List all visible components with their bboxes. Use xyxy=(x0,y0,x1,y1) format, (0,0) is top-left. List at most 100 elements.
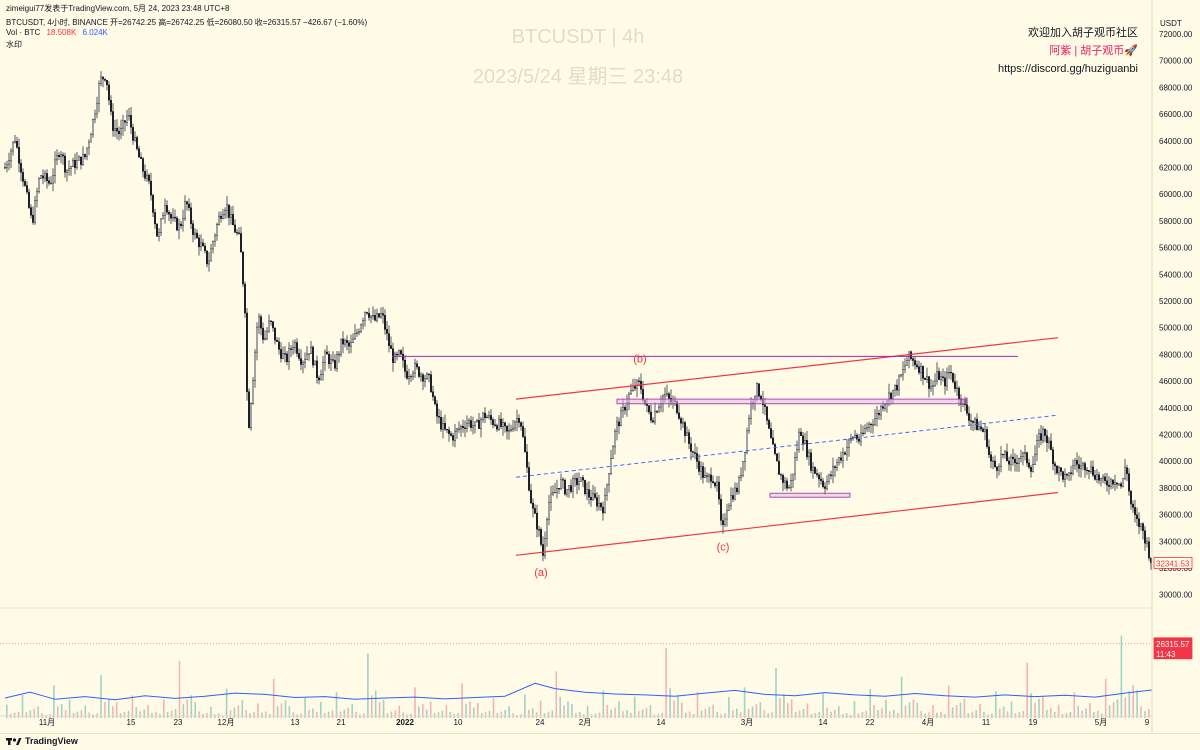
candle-body xyxy=(814,466,817,474)
volume-bar xyxy=(288,706,291,718)
candle xyxy=(690,437,693,461)
candle xyxy=(147,173,150,185)
candle-body xyxy=(646,403,649,406)
candle xyxy=(840,451,843,464)
candle xyxy=(1097,471,1100,485)
candle-body xyxy=(1057,467,1060,474)
candle xyxy=(1004,449,1007,459)
candle-body xyxy=(914,360,917,366)
candle-body xyxy=(680,418,683,424)
candle-body xyxy=(1049,440,1052,450)
candle xyxy=(528,461,531,492)
candle xyxy=(776,453,779,462)
candle xyxy=(536,504,539,538)
volume-bar xyxy=(394,710,397,718)
price-tick-label: 50000.00 xyxy=(1159,324,1193,333)
candle xyxy=(1033,445,1036,466)
price-tick-label: 44000.00 xyxy=(1159,404,1193,413)
candle-body xyxy=(366,312,369,314)
volume-bar xyxy=(143,709,145,718)
candle-body xyxy=(286,353,289,362)
candle xyxy=(103,78,106,82)
candle-body xyxy=(161,215,164,220)
candle-body xyxy=(978,426,981,431)
volume-bar xyxy=(794,711,797,718)
candle-body xyxy=(570,485,573,492)
candle-body xyxy=(1097,474,1100,481)
candle xyxy=(806,431,809,460)
volume-bar xyxy=(849,715,852,718)
candle-body xyxy=(87,141,90,149)
candle xyxy=(520,421,523,431)
price-axis-panel xyxy=(1152,0,1200,733)
candle xyxy=(117,126,120,141)
candle-body xyxy=(123,120,126,123)
candle xyxy=(866,422,869,433)
candle-body xyxy=(225,204,228,211)
candle xyxy=(13,135,16,144)
candle-body xyxy=(95,103,98,115)
candle-body xyxy=(568,485,571,490)
candle-body xyxy=(193,232,196,235)
volume-bar xyxy=(787,703,789,718)
candle xyxy=(1147,537,1150,561)
time-tick-label: 15 xyxy=(127,718,136,727)
candle xyxy=(235,228,238,236)
volume-bar xyxy=(60,704,63,718)
candle xyxy=(920,362,923,382)
candle xyxy=(844,451,847,456)
candle-body xyxy=(436,403,439,417)
candle-body xyxy=(1067,472,1070,476)
tradingview-logo[interactable]: TradingView xyxy=(6,736,78,746)
candle xyxy=(1016,454,1019,472)
candle xyxy=(854,429,857,439)
candle xyxy=(1137,512,1140,535)
candle-body xyxy=(276,340,279,342)
candle xyxy=(203,242,206,254)
candle-body xyxy=(54,159,57,176)
candle xyxy=(404,355,407,378)
candle-body xyxy=(522,426,525,437)
candle xyxy=(1045,429,1048,452)
candle xyxy=(105,79,108,91)
candle xyxy=(904,358,907,374)
candle-body xyxy=(936,371,939,382)
tradingview-logo-icon xyxy=(6,738,22,745)
candle xyxy=(1008,456,1011,471)
volume-bar xyxy=(637,711,640,718)
candle-body xyxy=(346,340,349,343)
candle-body xyxy=(243,283,246,314)
candle xyxy=(330,354,333,371)
candle-body xyxy=(1139,523,1142,527)
channel-upper-line xyxy=(515,337,1059,400)
candle-body xyxy=(219,215,222,219)
candle-body xyxy=(474,421,477,426)
candle xyxy=(334,354,337,372)
candle-body xyxy=(774,444,777,454)
volume-bar xyxy=(649,705,652,718)
candle-body xyxy=(280,349,283,359)
candle xyxy=(139,152,142,159)
candle xyxy=(786,477,789,491)
candle-body xyxy=(1147,541,1150,559)
volume-bar xyxy=(900,676,903,718)
candle xyxy=(135,135,138,151)
volume-bar xyxy=(68,699,71,718)
candle xyxy=(350,334,353,354)
candle-body xyxy=(26,185,29,193)
candle-body xyxy=(1000,453,1003,468)
candle xyxy=(9,148,12,169)
candle-body xyxy=(634,385,637,389)
volume-bar xyxy=(139,711,141,718)
candle-body xyxy=(36,191,39,201)
candle xyxy=(372,306,375,320)
candle-body xyxy=(1037,433,1040,441)
candle xyxy=(161,212,164,220)
candle xyxy=(652,417,655,424)
candle-body xyxy=(159,218,162,233)
promo-link[interactable]: https://discord.gg/huziguanbi xyxy=(997,63,1138,75)
candle xyxy=(1047,437,1050,449)
publisher-line: zimeigui77发表于TradingView.com, 5月 24, 202… xyxy=(6,4,230,13)
candle-body xyxy=(460,426,463,430)
